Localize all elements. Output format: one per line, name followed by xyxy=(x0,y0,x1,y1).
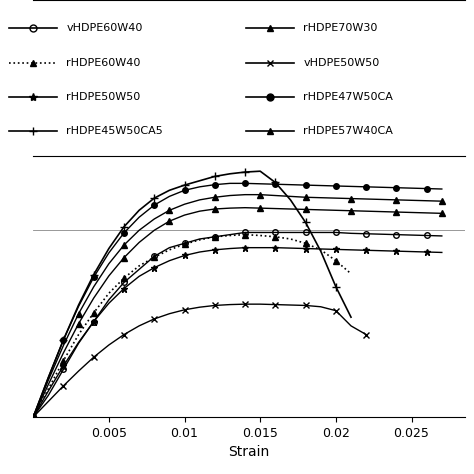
Text: rHDPE57W40CA: rHDPE57W40CA xyxy=(303,127,393,137)
Text: rHDPE60W40: rHDPE60W40 xyxy=(66,57,141,68)
Text: rHDPE45W50CA5: rHDPE45W50CA5 xyxy=(66,127,163,137)
Text: rHDPE70W30: rHDPE70W30 xyxy=(303,23,378,33)
Text: rHDPE47W50CA: rHDPE47W50CA xyxy=(303,92,393,102)
Text: vHDPE50W50: vHDPE50W50 xyxy=(303,57,380,68)
Text: vHDPE60W40: vHDPE60W40 xyxy=(66,23,143,33)
Text: rHDPE50W50: rHDPE50W50 xyxy=(66,92,141,102)
X-axis label: Strain: Strain xyxy=(228,446,270,459)
